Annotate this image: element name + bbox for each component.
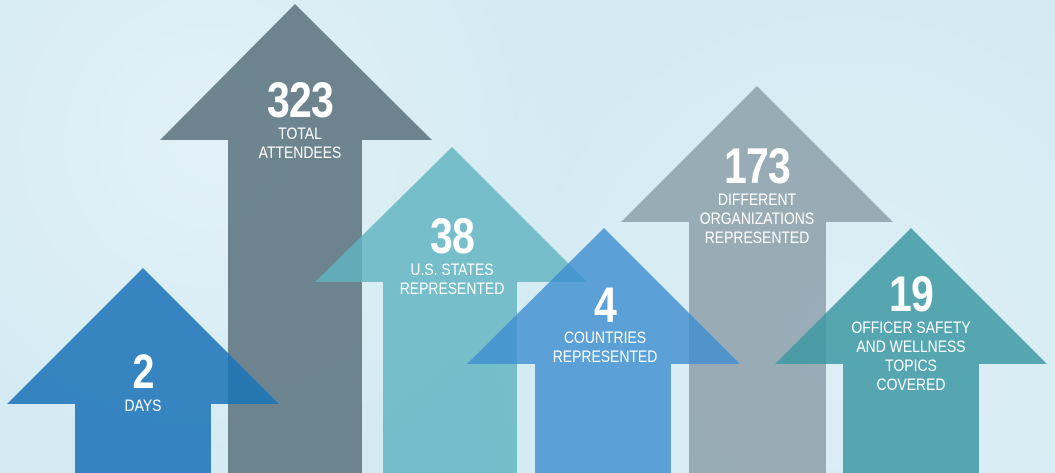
stat-countries-label: COUNTRIES REPRESENTED <box>552 328 658 366</box>
stat-us-states-value: 38 <box>430 208 475 264</box>
arrow-days <box>7 268 279 473</box>
stat-total-attendees-value: 323 <box>267 72 334 128</box>
stat-countries: 4 COUNTRIES REPRESENTED <box>525 277 685 366</box>
stat-organizations: 173 DIFFERENT ORGANIZATIONS REPRESENTED <box>672 138 842 247</box>
stat-topics-label: OFFICER SAFETY AND WELLNESS TOPICS COVER… <box>851 318 971 394</box>
arrow-us-states <box>315 147 587 473</box>
arrow-topics <box>775 228 1047 473</box>
stat-organizations-label: DIFFERENT ORGANIZATIONS REPRESENTED <box>699 190 815 247</box>
stat-days-value: 2 <box>132 346 154 399</box>
stat-days: 2 DAYS <box>83 346 203 416</box>
stat-days-label: DAYS <box>124 396 162 415</box>
arrow-organizations <box>621 86 893 473</box>
stat-countries-value: 4 <box>594 277 617 333</box>
stat-topics: 19 OFFICER SAFETY AND WELLNESS TOPICS CO… <box>826 266 996 394</box>
stat-organizations-value: 173 <box>724 138 791 194</box>
stat-topics-value: 19 <box>889 266 934 322</box>
arrow-countries <box>467 228 740 473</box>
stat-total-attendees: 323 TOTAL ATTENDEES <box>215 72 385 162</box>
stat-total-attendees-label: TOTAL ATTENDEES <box>258 124 342 162</box>
stat-us-states-label: U.S. STATES REPRESENTED <box>399 260 505 298</box>
stat-us-states: 38 U.S. STATES REPRESENTED <box>372 208 532 298</box>
